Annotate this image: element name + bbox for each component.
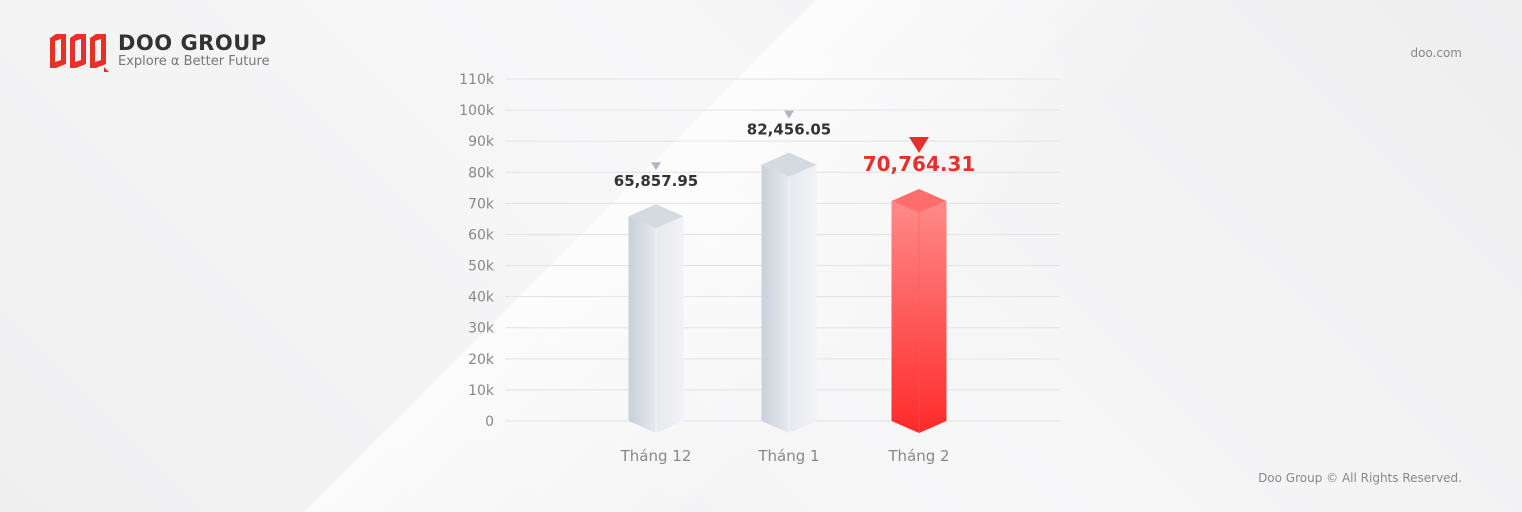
y-tick-label: 110k xyxy=(459,72,495,88)
y-tick-label: 90k xyxy=(468,134,495,150)
y-tick-label: 50k xyxy=(468,259,495,275)
x-tick-label: Tháng 1 xyxy=(757,447,819,465)
doo-logo-icon xyxy=(50,34,109,72)
value-label: 65,857.95 xyxy=(614,172,698,190)
x-tick-label: Tháng 12 xyxy=(620,447,692,465)
logo: DOO GROUP Explore α Better Future xyxy=(48,30,270,72)
y-tick-label: 80k xyxy=(468,165,495,181)
value-label: 70,764.31 xyxy=(863,152,976,176)
site-url: doo.com xyxy=(1410,46,1462,60)
bar-top xyxy=(761,152,817,177)
brand-name: DOO GROUP xyxy=(118,31,267,55)
bar-top xyxy=(628,204,684,229)
brand-tagline: Explore α Better Future xyxy=(118,54,270,69)
down-arrow-icon xyxy=(784,110,794,119)
y-tick-label: 30k xyxy=(468,321,495,337)
y-tick-label: 100k xyxy=(459,103,495,119)
y-tick-label: 0 xyxy=(485,414,494,430)
copyright: Doo Group © All Rights Reserved. xyxy=(1258,471,1462,485)
value-label: 82,456.05 xyxy=(747,121,831,139)
down-arrow-icon xyxy=(909,136,929,153)
y-tick-label: 70k xyxy=(468,196,495,212)
x-tick-label: Tháng 2 xyxy=(887,447,949,465)
y-tick-label: 10k xyxy=(468,383,495,399)
down-arrow-icon xyxy=(651,162,661,171)
bar-top xyxy=(891,188,947,213)
y-tick-label: 40k xyxy=(468,290,495,306)
y-tick-label: 20k xyxy=(468,352,495,368)
y-tick-label: 60k xyxy=(468,227,495,243)
